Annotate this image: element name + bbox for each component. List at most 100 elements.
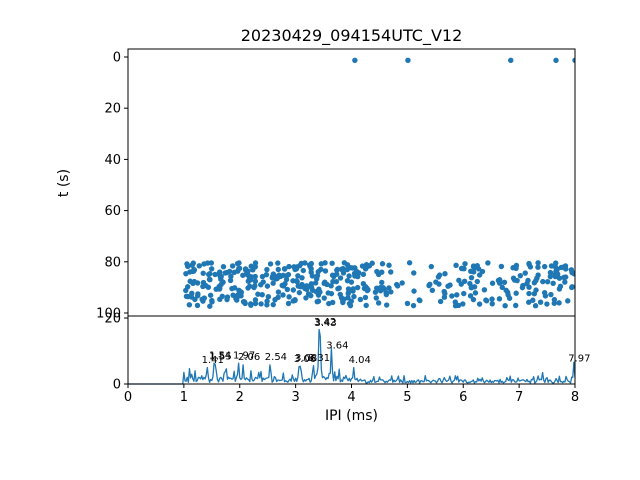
scatter-point (340, 265, 346, 272)
scatter-point (535, 260, 541, 266)
scatter-point (297, 284, 304, 290)
scatter-point (231, 269, 238, 275)
scatter-point (303, 283, 310, 289)
scatter-point (453, 262, 459, 269)
scatter-point (220, 279, 226, 285)
scatter-point (255, 291, 261, 297)
top-y-tick-label: 100 (96, 307, 121, 322)
scatter-point (190, 268, 196, 275)
scatter-point (442, 290, 448, 297)
scatter-point (340, 297, 346, 304)
scatter-point (437, 298, 444, 305)
scatter-point (544, 301, 550, 307)
scatter-point (345, 295, 351, 301)
peak-annotation-label: 3.06 (294, 354, 316, 365)
scatter-point (362, 294, 369, 301)
scatter-point (568, 267, 575, 273)
scatter-point (506, 295, 513, 301)
scatter-point (248, 302, 254, 308)
peak-annotation-label: 1.41 (202, 355, 224, 366)
scatter-point (569, 284, 575, 290)
scatter-point (548, 291, 554, 298)
scatter-point (455, 302, 462, 309)
scatter-point (292, 297, 298, 303)
scatter-point (207, 271, 213, 277)
scatter-point (241, 299, 247, 305)
scatter-point (308, 266, 314, 272)
scatter-point (411, 288, 417, 294)
top-y-tick-label: 60 (104, 204, 121, 219)
peak-annotation-label: 1.55 (209, 351, 231, 362)
scatter-point (347, 287, 353, 293)
scatter-point (351, 293, 357, 300)
scatter-point (562, 279, 568, 285)
scatter-point (499, 284, 505, 291)
scatter-point (476, 301, 483, 307)
peak-annotation-label: 7.97 (568, 354, 590, 365)
scatter-point (379, 279, 385, 286)
scatter-point (366, 263, 373, 269)
scatter-point (517, 272, 524, 279)
scatter-point (348, 279, 355, 285)
scatter-point (449, 293, 455, 299)
scatter-point (363, 302, 369, 309)
peak-annotation-label: 4.04 (349, 355, 371, 366)
scatter-point (532, 303, 539, 309)
scatter-point (252, 278, 259, 284)
scatter-point (200, 283, 206, 290)
scatter-point (541, 263, 548, 270)
scatter-point (270, 280, 276, 286)
scatter-point (196, 263, 202, 269)
scatter-point-early (405, 57, 411, 64)
peak-annotation-label: 3.43 (315, 318, 337, 329)
scatter-point (186, 302, 193, 308)
scatter-point (200, 270, 206, 276)
bottom-line-series (128, 328, 575, 385)
scatter-point (252, 283, 258, 289)
scatter-point (411, 270, 417, 276)
scatter-point (305, 291, 312, 297)
scatter-point (280, 283, 287, 289)
scatter-point (526, 290, 532, 297)
scatter-point (360, 281, 367, 287)
peak-annotation-label: 3.64 (326, 341, 348, 352)
scatter-point (330, 278, 336, 285)
scatter-point (364, 285, 370, 291)
scatter-point (328, 290, 335, 297)
top-y-tick-label: 20 (104, 102, 121, 117)
scatter-point (346, 273, 352, 279)
scatter-point (252, 273, 258, 280)
scatter-point (329, 272, 336, 278)
ipi-line-path (128, 328, 575, 385)
scatter-point (183, 270, 189, 277)
scatter-point (314, 272, 321, 279)
scatter-point (483, 298, 490, 304)
scatter-point (207, 292, 214, 298)
scatter-point (461, 290, 467, 297)
scatter-point (357, 296, 364, 303)
scatter-point (547, 273, 554, 280)
scatter-point (222, 270, 228, 276)
scatter-point (519, 284, 526, 291)
scatter-point (341, 260, 348, 266)
scatter-point (270, 301, 276, 308)
scatter-point (561, 274, 567, 281)
scatter-point (280, 292, 286, 298)
scatter-point (299, 275, 305, 281)
scatter-point (359, 263, 366, 269)
scatter-point (383, 291, 390, 298)
top-y-tick-label: 80 (104, 255, 121, 270)
scatter-point (404, 300, 411, 307)
scatter-point (242, 266, 249, 272)
scatter-point (195, 291, 201, 297)
y-axis-label: t (s) (56, 169, 72, 197)
scatter-point (258, 301, 264, 307)
scatter-point (229, 285, 235, 292)
scatter-point (322, 268, 329, 274)
scatter-point (284, 286, 291, 293)
scatter-point (329, 260, 335, 266)
peak-annotations: 1.411.541.55 1.972.06 2.54 3.063.083.31 3.42… (202, 317, 591, 366)
scatter-point-early (553, 57, 559, 64)
scatter-point (548, 263, 555, 269)
scatter-point (216, 283, 222, 290)
